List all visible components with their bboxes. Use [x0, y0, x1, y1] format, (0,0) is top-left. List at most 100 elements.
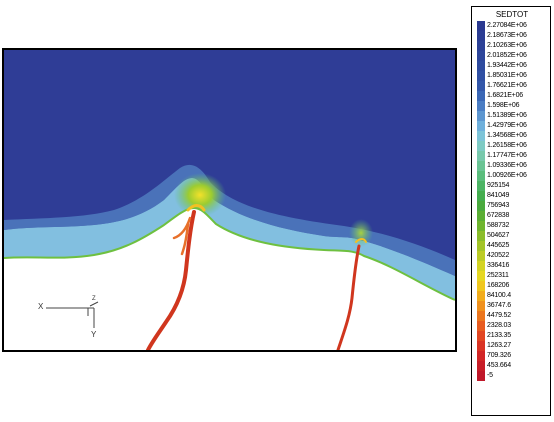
channel-main-mouth — [186, 204, 206, 212]
channel-secondary — [336, 244, 361, 350]
legend-swatch — [477, 221, 485, 231]
legend-swatch — [477, 81, 485, 91]
legend-row: 1.34568E+06 — [477, 131, 549, 141]
legend-swatch — [477, 151, 485, 161]
legend-label: 1.34568E+06 — [487, 132, 527, 139]
legend-label: 1.26158E+06 — [487, 142, 527, 149]
legend-row: 1.85031E+06 — [477, 71, 549, 81]
legend-swatch — [477, 171, 485, 181]
sediment-contour-field — [4, 50, 455, 350]
legend-label: 1.85031E+06 — [487, 72, 527, 79]
legend-label: 2328.03 — [487, 322, 511, 329]
legend-swatch — [477, 191, 485, 201]
legend-row: 1.26158E+06 — [477, 141, 549, 151]
axis-label-z: Z — [92, 296, 96, 302]
channel-main — [146, 210, 196, 350]
legend-row: 168206 — [477, 281, 549, 291]
legend-row: 1.76621E+06 — [477, 81, 549, 91]
legend-label: 925154 — [487, 182, 510, 189]
legend-row: 2328.03 — [477, 321, 549, 331]
legend-label: 453.664 — [487, 362, 511, 369]
legend-swatch — [477, 41, 485, 51]
legend-label: 2.27084E+06 — [487, 22, 527, 29]
legend-label: 1.76621E+06 — [487, 82, 527, 89]
legend-label: 2.18673E+06 — [487, 32, 527, 39]
legend-row: 756943 — [477, 201, 549, 211]
legend-label: 36747.6 — [487, 302, 511, 309]
legend-row: 2.10263E+06 — [477, 41, 549, 51]
legend-label: 2.10263E+06 — [487, 42, 527, 49]
delta-lobe-small — [349, 219, 373, 247]
legend-swatch — [477, 261, 485, 271]
legend-row: 252311 — [477, 271, 549, 281]
legend-label: 504627 — [487, 232, 510, 239]
legend-swatch — [477, 271, 485, 281]
legend-title: SEDTOT — [495, 10, 529, 19]
legend-label: 445625 — [487, 242, 510, 249]
contour-plot-viewport[interactable]: X Z Y — [2, 48, 457, 352]
legend-swatch — [477, 111, 485, 121]
legend-row: 1.00926E+06 — [477, 171, 549, 181]
legend-row: 4479.52 — [477, 311, 549, 321]
legend-row: 1.93442E+06 — [477, 61, 549, 71]
legend-swatch — [477, 61, 485, 71]
legend-row: -5 — [477, 371, 549, 381]
axis-label-y: Y — [91, 330, 97, 339]
legend-swatch — [477, 161, 485, 171]
legend-swatch — [477, 371, 485, 381]
legend-label: 1.42979E+06 — [487, 122, 527, 129]
legend-row: 1.6821E+06 — [477, 91, 549, 101]
legend-swatch — [477, 181, 485, 191]
legend-swatch — [477, 351, 485, 361]
shallow-fringe — [4, 164, 455, 276]
legend-row: 84100.4 — [477, 291, 549, 301]
legend-swatch — [477, 341, 485, 351]
legend-row: 420522 — [477, 251, 549, 261]
legend-swatch — [477, 91, 485, 101]
legend-swatch — [477, 241, 485, 251]
legend-swatch — [477, 311, 485, 321]
legend-row: 841049 — [477, 191, 549, 201]
legend-row: 336416 — [477, 261, 549, 271]
legend-row: 925154 — [477, 181, 549, 191]
legend-label: 1263.27 — [487, 342, 511, 349]
legend-swatch — [477, 21, 485, 31]
legend-label: 841049 — [487, 192, 510, 199]
legend-row: 1.17747E+06 — [477, 151, 549, 161]
legend-row: 1.42979E+06 — [477, 121, 549, 131]
delta-lobe-main — [174, 173, 226, 217]
legend-swatch — [477, 291, 485, 301]
legend-swatch — [477, 321, 485, 331]
legend-row: 36747.6 — [477, 301, 549, 311]
legend-swatch — [477, 101, 485, 111]
legend-swatch — [477, 231, 485, 241]
legend-row: 588732 — [477, 221, 549, 231]
legend-label: 336416 — [487, 262, 510, 269]
legend-swatch — [477, 361, 485, 371]
legend-swatch — [477, 51, 485, 61]
legend-label: 1.93442E+06 — [487, 62, 527, 69]
legend-label: 756943 — [487, 202, 510, 209]
channel-secondary-mouth — [355, 238, 367, 243]
legend-label: 1.17747E+06 — [487, 152, 527, 159]
legend-row: 2.27084E+06 — [477, 21, 549, 31]
legend-swatch — [477, 251, 485, 261]
legend-swatch — [477, 31, 485, 41]
legend-swatch — [477, 131, 485, 141]
legend-swatch — [477, 281, 485, 291]
legend-swatch — [477, 201, 485, 211]
legend-label: 1.598E+06 — [487, 102, 520, 109]
axis-label-x: X — [38, 302, 44, 311]
legend-label: 1.51389E+06 — [487, 112, 527, 119]
land-region — [4, 208, 455, 350]
legend-label: 588732 — [487, 222, 510, 229]
legend-row: 672838 — [477, 211, 549, 221]
legend-row: 445625 — [477, 241, 549, 251]
legend-row: 1263.27 — [477, 341, 549, 351]
legend-row: 1.598E+06 — [477, 101, 549, 111]
shoreline-edge — [4, 206, 455, 301]
legend-swatch — [477, 301, 485, 311]
legend-swatch — [477, 121, 485, 131]
legend-label: 420522 — [487, 252, 510, 259]
legend-row: 709.326 — [477, 351, 549, 361]
